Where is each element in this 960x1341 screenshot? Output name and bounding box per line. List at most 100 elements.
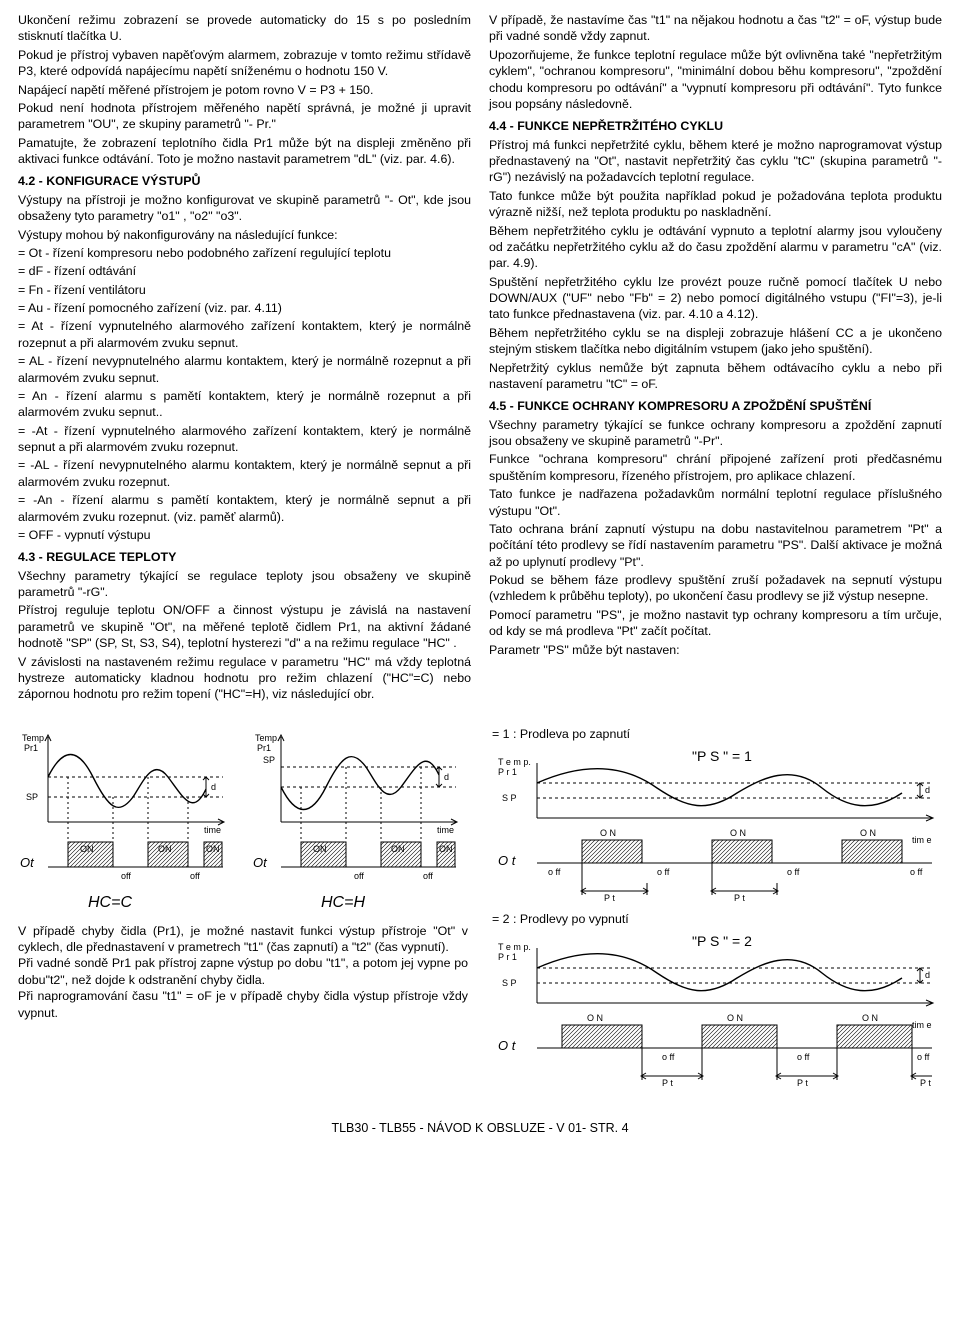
pr1-label: Pr1 [257, 743, 271, 753]
para: = -At - řízení vypnutelného alarmového z… [18, 423, 471, 456]
on-label: ON [391, 844, 405, 854]
para: Tato funkce může být použita například p… [489, 188, 942, 221]
para: Pamatujte, že zobrazení teplotního čidla… [18, 135, 471, 168]
ps1-title: "P S " = 1 [692, 748, 752, 764]
para: Pokud je přístroj vybaven napěťovým alar… [18, 47, 471, 80]
para: Nepřetržitý cyklus nemůže být zapnuta bě… [489, 360, 942, 393]
ps2-caption: = 2 : Prodlevy po vypnutí [492, 912, 942, 926]
sp-label: SP [26, 792, 38, 802]
para: Spuštění nepřetržitého cyklu lze provézt… [489, 274, 942, 323]
para: Pokud se během fáze prodlevy spuštění zr… [489, 572, 942, 605]
para: = -An - řízení alarmu s pamětí kontaktem… [18, 492, 471, 525]
pt-label: P t [662, 1078, 673, 1088]
ot-label: Ot [253, 855, 268, 870]
ot-label: O t [498, 853, 517, 868]
para: = Au - řízení pomocného zařízení (viz. p… [18, 300, 471, 316]
para: = Fn - řízení ventilátoru [18, 282, 471, 298]
para: = An - řízení alarmu s pamětí kontaktem,… [18, 388, 471, 421]
heading-4-3: 4.3 - REGULACE TEPLOTY [18, 549, 471, 565]
on-label: ON [206, 844, 220, 854]
on-label: ON [80, 844, 94, 854]
d-label: d [925, 785, 930, 795]
ps2-title: "P S " = 2 [692, 933, 752, 949]
pt-label: P t [734, 893, 745, 903]
pr1-label: Pr1 [24, 743, 38, 753]
hc-h-title: HC=H [321, 894, 365, 911]
temp-label: Temp. [255, 733, 280, 743]
para: Parametr "PS" může být nastaven: [489, 642, 942, 658]
para: = -AL - řízení nevypnutelného alarmu kon… [18, 457, 471, 490]
para: V závislosti na nastaveném režimu regula… [18, 654, 471, 703]
off-label: off [190, 871, 200, 881]
off-label: o ff [787, 867, 800, 877]
pt-label: P t [604, 893, 615, 903]
ot-label: Ot [20, 855, 35, 870]
hc-c-title: HC=C [88, 894, 132, 911]
para: = AL - řízení nevypnutelného alarmu kont… [18, 353, 471, 386]
right-column: V případě, že nastavíme čas "t1" na něja… [489, 12, 942, 705]
on-label: O N [862, 1013, 878, 1023]
text-columns: Ukončení režimu zobrazení se provede aut… [18, 12, 942, 705]
para: Funkce "ochrana kompresoru" chrání připo… [489, 451, 942, 484]
on-label: ON [313, 844, 327, 854]
heading-4-5: 4.5 - FUNKCE OCHRANY KOMPRESORU A ZPOŽDĚ… [489, 398, 942, 414]
para: Při naprogramování času "t1" = oF je v p… [18, 988, 468, 1021]
diagrams-row: d Temp. Pr1 SP time ON ON ON off off Ot [18, 727, 942, 1093]
hc-c-diagram: d Temp. Pr1 SP time ON ON ON off off Ot [18, 727, 233, 917]
para: Pokud není hodnota přístrojem měřeného n… [18, 100, 471, 133]
time-label: time [437, 825, 454, 835]
para: Tato ochrana brání zapnutí výstupu na do… [489, 521, 942, 570]
hc-h-diagram: d Temp. Pr1 SP time ON ON ON off off Ot … [251, 727, 466, 917]
on-label: O N [600, 828, 616, 838]
ot-label: O t [498, 1038, 517, 1053]
off-label: o ff [917, 1052, 930, 1062]
on-label: ON [158, 844, 172, 854]
heading-4-2: 4.2 - KONFIGURACE VÝSTUPŮ [18, 173, 471, 189]
para: Během nepřetržitého cyklu se na displeji… [489, 325, 942, 358]
time-label: tim e [912, 1020, 932, 1030]
off-label: o ff [797, 1052, 810, 1062]
time-label: time [204, 825, 221, 835]
d-label: d [444, 772, 449, 782]
para: Ukončení režimu zobrazení se provede aut… [18, 12, 471, 45]
left-diagram-block: d Temp. Pr1 SP time ON ON ON off off Ot [18, 727, 468, 1021]
left-column: Ukončení režimu zobrazení se provede aut… [18, 12, 471, 705]
pr1-label: P r 1 [498, 952, 517, 962]
off-label: off [121, 871, 131, 881]
below-left-text: V případě chyby čidla (Pr1), je možné na… [18, 923, 468, 1021]
para: Během nepřetržitého cyklu je odtávání vy… [489, 223, 942, 272]
para: V případě, že nastavíme čas "t1" na něja… [489, 12, 942, 45]
para: Přístroj reguluje teplotu ON/OFF a činno… [18, 602, 471, 651]
para: Výstupy na přístroji je možno konfigurov… [18, 192, 471, 225]
on-label: O N [860, 828, 876, 838]
ps1-diagram: "P S " = 1 d T e m p. P r 1 S P tim e O … [492, 743, 942, 903]
on-label: O N [727, 1013, 743, 1023]
temp-label: T e m p. [498, 757, 531, 767]
off-label: off [423, 871, 433, 881]
sp-label: S P [502, 978, 517, 988]
heading-4-4: 4.4 - FUNKCE NEPŘETRŽITÉHO CYKLU [489, 118, 942, 134]
para: Všechny parametry týkající se funkce och… [489, 417, 942, 450]
off-label: o ff [657, 867, 670, 877]
para: Při vadné sondě Pr1 pak přístroj zapne v… [18, 955, 468, 988]
para: Všechny parametry týkající se regulace t… [18, 568, 471, 601]
pt-label: P t [920, 1078, 931, 1088]
on-label: ON [439, 844, 453, 854]
off-label: o ff [662, 1052, 675, 1062]
ps1-caption: = 1 : Prodleva po zapnutí [492, 727, 942, 741]
on-label: O N [587, 1013, 603, 1023]
d-label: d [925, 970, 930, 980]
sp-label: SP [263, 755, 275, 765]
temp-label: T e m p. [498, 942, 531, 952]
page-footer: TLB30 - TLB55 - NÁVOD K OBSLUZE - V 01- … [18, 1121, 942, 1135]
ps2-diagram: "P S " = 2 d T e m p. P r 1 S P tim e O … [492, 928, 942, 1088]
para: Upozorňujeme, že funkce teplotní regulac… [489, 47, 942, 113]
temp-label: Temp. [22, 733, 47, 743]
para: = Ot - řízení kompresoru nebo podobného … [18, 245, 471, 261]
para: = OFF - vypnutí výstupu [18, 527, 471, 543]
para: Pomocí parametru "PS", je možno nastavit… [489, 607, 942, 640]
d-label: d [211, 782, 216, 792]
pt-label: P t [797, 1078, 808, 1088]
right-diagram-block: = 1 : Prodleva po zapnutí "P S " = 1 d T… [492, 727, 942, 1093]
off-label: off [354, 871, 364, 881]
